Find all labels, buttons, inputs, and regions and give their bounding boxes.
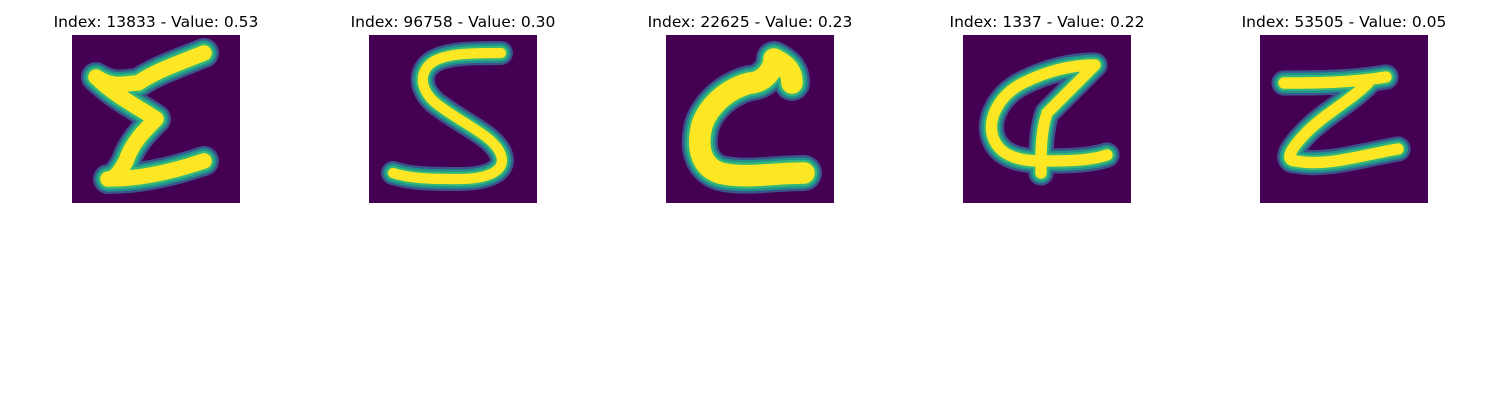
panel-1: Index: 13833 - Value: 0.53 — [6, 0, 306, 210]
panel-4: Index: 1337 - Value: 0.22 — [897, 0, 1197, 210]
panel-title: Index: 22625 - Value: 0.23 — [647, 13, 853, 31]
panel-title: Index: 53505 - Value: 0.05 — [1241, 13, 1447, 31]
panel-2: Index: 96758 - Value: 0.30 — [303, 0, 603, 210]
digit-image-c — [666, 35, 834, 203]
panel-title: Index: 96758 - Value: 0.30 — [350, 13, 556, 31]
digit-image-a — [963, 35, 1131, 203]
digit-image-sigma — [72, 35, 240, 203]
panel-title: Index: 1337 - Value: 0.22 — [949, 13, 1145, 31]
digit-image-z — [1260, 35, 1428, 203]
panel-title: Index: 13833 - Value: 0.53 — [53, 13, 259, 31]
panel-3: Index: 22625 - Value: 0.23 — [600, 0, 900, 210]
panel-5: Index: 53505 - Value: 0.05 — [1194, 0, 1494, 210]
digit-image-s — [369, 35, 537, 203]
